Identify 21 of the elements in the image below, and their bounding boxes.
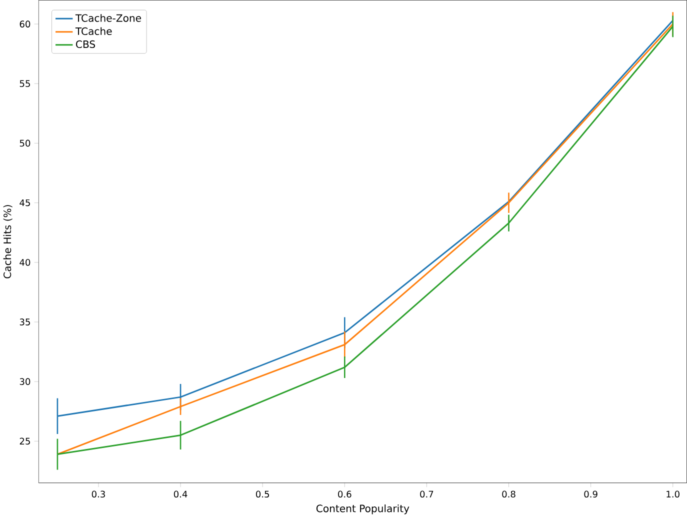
y-tick-label: 55 [20, 80, 30, 88]
y-tick-label: 25 [20, 438, 30, 445]
x-tick-label: 0.8 [502, 490, 516, 498]
legend-label: TCache [75, 27, 112, 36]
legend-label: CBS [76, 40, 96, 48]
x-tick-label: 0.7 [420, 490, 434, 498]
x-tick-label: 0.5 [256, 490, 269, 498]
y-tick-label: 50 [20, 140, 30, 147]
x-tick-label: 0.9 [584, 490, 598, 498]
y-tick-label: 35 [20, 318, 30, 326]
x-tick-label: 0.4 [174, 490, 188, 498]
legend-label: TCache-Zone [75, 14, 142, 22]
y-tick-label: 30 [20, 378, 30, 386]
x-tick-label: 0.6 [338, 490, 352, 498]
y-axis-title: Cache Hits (%) [3, 205, 12, 278]
y-tick-label: 45 [20, 200, 30, 206]
y-tick-label: 40 [20, 259, 30, 266]
x-tick-label: 1.0 [666, 490, 680, 498]
x-tick-label: 0.3 [92, 490, 105, 498]
y-tick-label: 60 [20, 20, 30, 28]
x-axis-title: Content Popularity [316, 504, 410, 514]
